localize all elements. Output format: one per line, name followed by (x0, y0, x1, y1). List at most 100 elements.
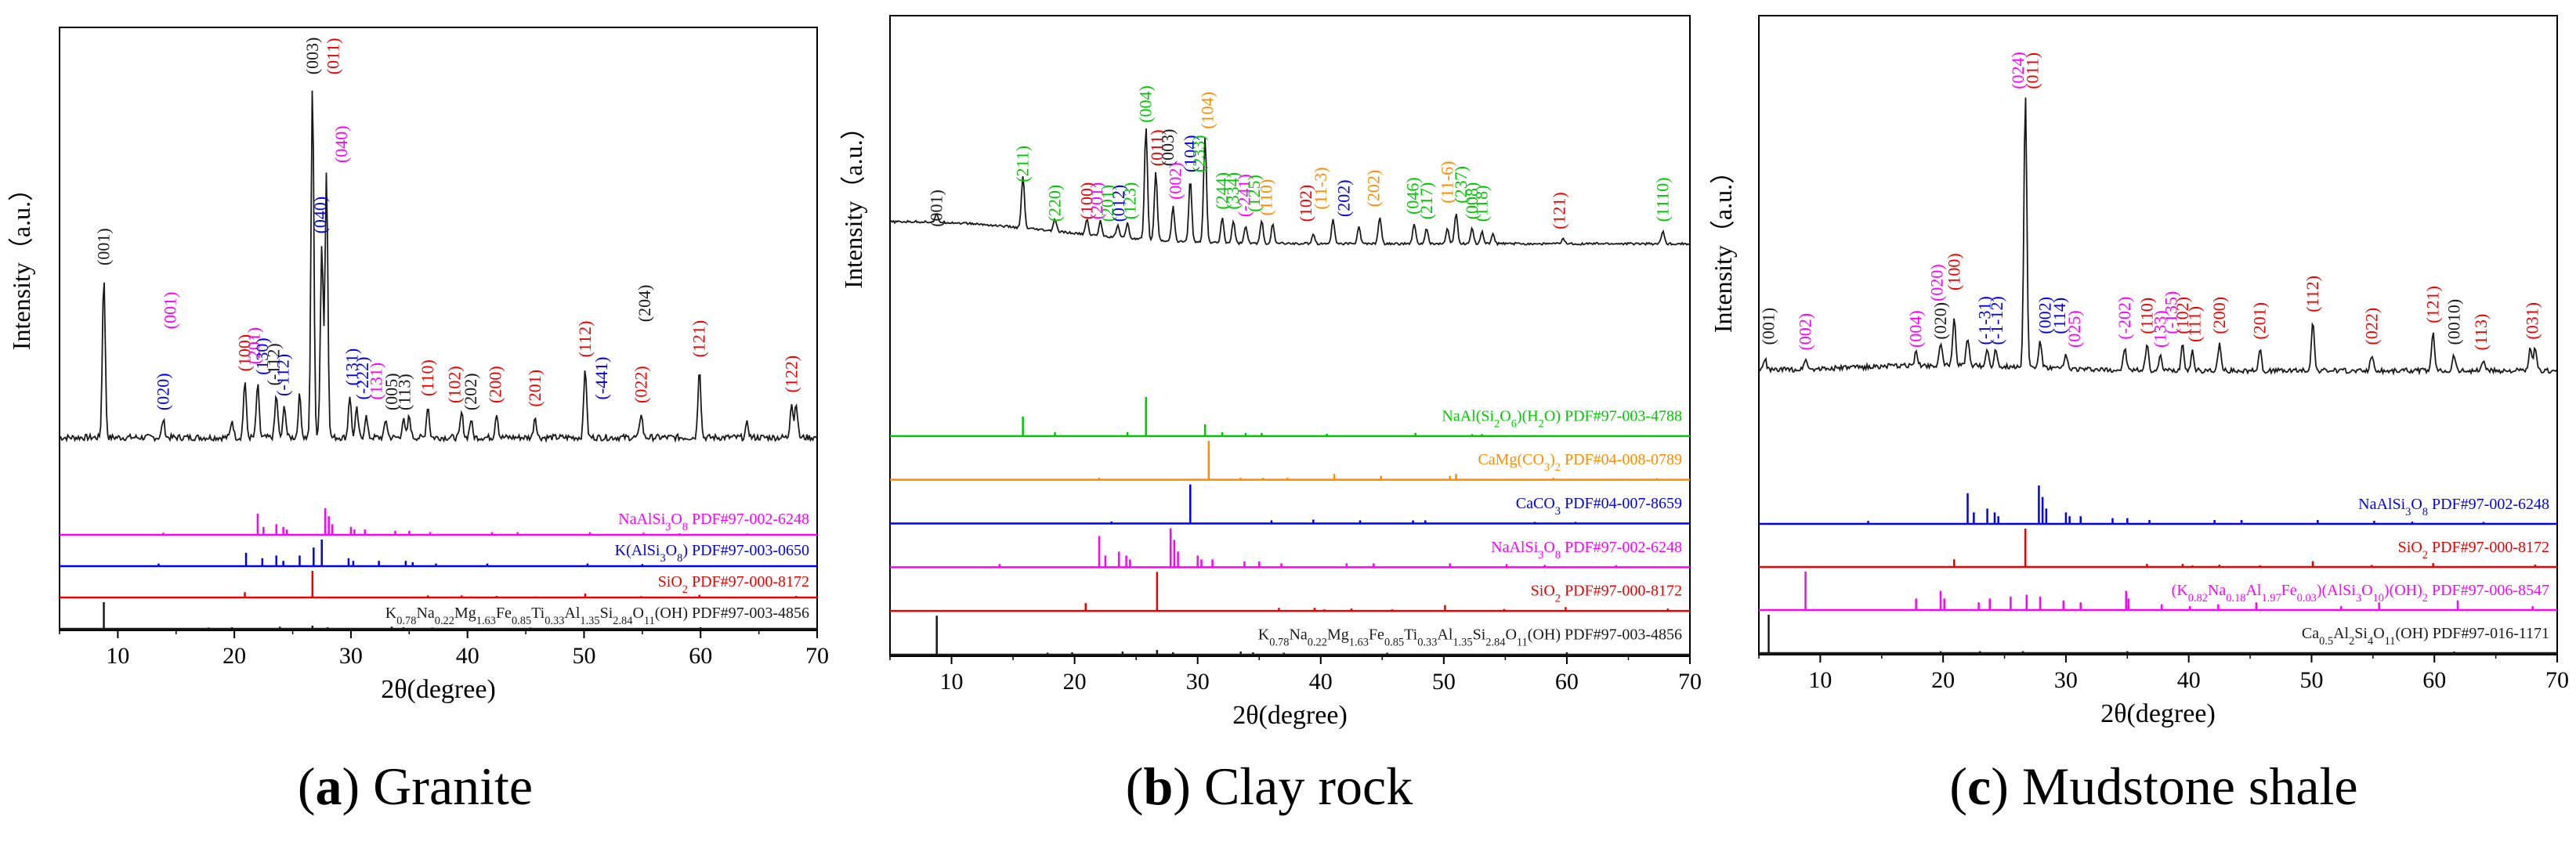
peak-label: (121) (1550, 192, 1569, 229)
x-tick-label: 70 (2545, 667, 2569, 693)
x-tick-label: 20 (1063, 669, 1087, 695)
peak-label: (201) (1087, 182, 1106, 220)
x-tick-label: 70 (805, 643, 829, 669)
x-tick-label: 50 (1432, 669, 1456, 695)
peak-label: (200) (2209, 297, 2229, 334)
reference-label: SiO2 PDF#97-000-8172 (1531, 583, 1682, 605)
peak-label: (217) (1416, 182, 1436, 220)
reference-pattern: K0.78Na0.22Mg1.63Fe0.85Ti0.33Al1.35Si2.8… (890, 616, 1690, 656)
peak-label: (-135) (2162, 291, 2181, 334)
peak-label: (002) (2035, 297, 2054, 334)
caption-b: (b) Clay rock (1125, 756, 1413, 816)
reference-pattern: NaAlSi3O8 PDF#97-002-6248 (1759, 486, 2557, 525)
peak-label: (040) (331, 125, 351, 163)
reference-label: NaAlSi3O8 PDF#97-002-6248 (618, 511, 809, 533)
peak-label: (-112) (273, 354, 293, 396)
reference-label: K(AlSi3O8) PDF#97-003-0650 (615, 542, 809, 565)
reference-pattern: Ca0.5Al2Si4O11(OH) PDF#97-016-1171 (1759, 615, 2557, 655)
xrd-pattern-line (889, 128, 1690, 247)
reference-label: SiO2 PDF#97-000-8172 (658, 573, 809, 596)
peak-label: (001) (94, 228, 114, 265)
peak-label: (020) (1927, 264, 1946, 301)
plot-frame (1758, 15, 2558, 655)
x-tick-label: 20 (223, 643, 246, 669)
peak-label: (110) (1257, 179, 1276, 216)
plot-frame (889, 15, 1691, 657)
panel-b: NaAl(Si2O6)(H2O) PDF#97-003-4788 CaMg(CO3… (839, 15, 1702, 730)
peak-label: (102) (1296, 185, 1315, 222)
peak-label: (001) (1759, 308, 1778, 345)
peak-label: (025) (2064, 310, 2084, 348)
peak-label: (008) (1462, 182, 1482, 220)
x-tick-label: 60 (689, 643, 712, 669)
x-tick-label: 30 (1186, 669, 1210, 695)
peak-label: (201) (525, 370, 545, 407)
peak-label: (121) (2423, 286, 2443, 323)
peak-label: (004) (1906, 310, 1926, 348)
peak-label: (125) (1244, 175, 1264, 212)
peak-label: (004) (1136, 85, 1156, 123)
peak-label: (131) (367, 363, 386, 400)
peak-label: (1110) (1652, 177, 1672, 222)
peak-label: (123) (1120, 182, 1139, 220)
reference-label: K0.78Na0.22Mg1.63Fe0.85Ti0.33Al1.35Si2.8… (1258, 626, 1682, 648)
caption-a-letter: a (315, 756, 342, 816)
x-tick-label: 10 (106, 643, 129, 669)
peak-label: (024) (2008, 52, 2028, 89)
peak-label: (202) (1363, 170, 1383, 208)
peak-label: (0010) (2444, 299, 2463, 345)
peak-label: (110) (418, 359, 437, 396)
peak-label: (-112) (264, 343, 284, 385)
panel-a: NaAlSi3O8 PDF#97-002-6248 K(AlSi3O8) PDF#… (7, 27, 829, 704)
reference-pattern: NaAlSi3O8 PDF#97-002-6248 (890, 528, 1690, 569)
peak-label: (104) (1197, 92, 1217, 129)
peak-label: (110) (2136, 298, 2156, 334)
reference-pattern: SiO2 PDF#97-000-8172 (890, 572, 1690, 612)
x-tick-label: 40 (2177, 667, 2201, 693)
peak-label: (113) (394, 374, 414, 410)
peak-label: (-241) (1234, 174, 1254, 217)
plot-frame (59, 27, 818, 631)
peak-label: (002) (1165, 162, 1185, 200)
peak-label: (11-3) (1311, 167, 1330, 209)
peak-label: (003) (302, 38, 322, 75)
peak-label: (201) (1098, 185, 1117, 222)
caption-c: (c) Mudstone shale (1949, 756, 2358, 816)
peak-label: (113) (2471, 314, 2491, 351)
peak-label: (111) (2185, 306, 2205, 342)
peak-label: (133) (2151, 310, 2170, 348)
peak-label: (-222) (353, 357, 372, 400)
y-axis-label: Intensity（a.u.） (1709, 159, 1737, 333)
peak-label: (11-6) (1438, 161, 1457, 204)
x-tick-label: 70 (1678, 669, 1702, 695)
peak-label: (001) (927, 190, 946, 227)
reference-label: SiO2 PDF#97-000-8172 (2398, 539, 2549, 561)
peak-label: (100) (235, 334, 255, 372)
reference-pattern: CaMg(CO3)2 PDF#04-008-0789 (890, 440, 1690, 481)
peak-label: (012) (1109, 185, 1128, 222)
reference-pattern: K0.78Na0.22Mg1.63Fe0.85Ti0.33Al1.35Si2.8… (60, 602, 817, 630)
reference-pattern: NaAl(Si2O6)(H2O) PDF#97-003-4788 (890, 397, 1690, 438)
peak-label: (201) (244, 327, 263, 365)
peak-label: (040) (310, 197, 330, 234)
peak-label: (118) (1472, 186, 1492, 222)
peak-label: (201) (2250, 302, 2270, 340)
peak-label: (011) (1147, 129, 1167, 166)
peak-label: (202) (1334, 179, 1354, 217)
peak-label: (020) (1930, 302, 1950, 340)
peak-label: (220) (1045, 185, 1065, 222)
peak-label: (022) (631, 366, 650, 403)
reference-label: K0.78Na0.22Mg1.63Fe0.85Ti0.33Al1.35Si2.8… (385, 605, 809, 627)
x-tick-label: 50 (572, 643, 595, 669)
peak-label: (011) (324, 38, 343, 74)
peak-label: (-1-31) (1975, 296, 1995, 345)
peak-label: (122) (781, 356, 801, 393)
peak-label: (244) (1212, 172, 1232, 210)
peak-label: (334) (1223, 172, 1243, 210)
x-axis-label: 2θ(degree) (381, 675, 496, 704)
peak-label: (011) (2023, 52, 2042, 89)
peak-label: (-441) (592, 357, 611, 400)
y-axis-label: Intensity（a.u.） (7, 176, 35, 350)
xrd-pattern-line (59, 90, 817, 443)
caption-b-text: Clay rock (1203, 756, 1413, 816)
